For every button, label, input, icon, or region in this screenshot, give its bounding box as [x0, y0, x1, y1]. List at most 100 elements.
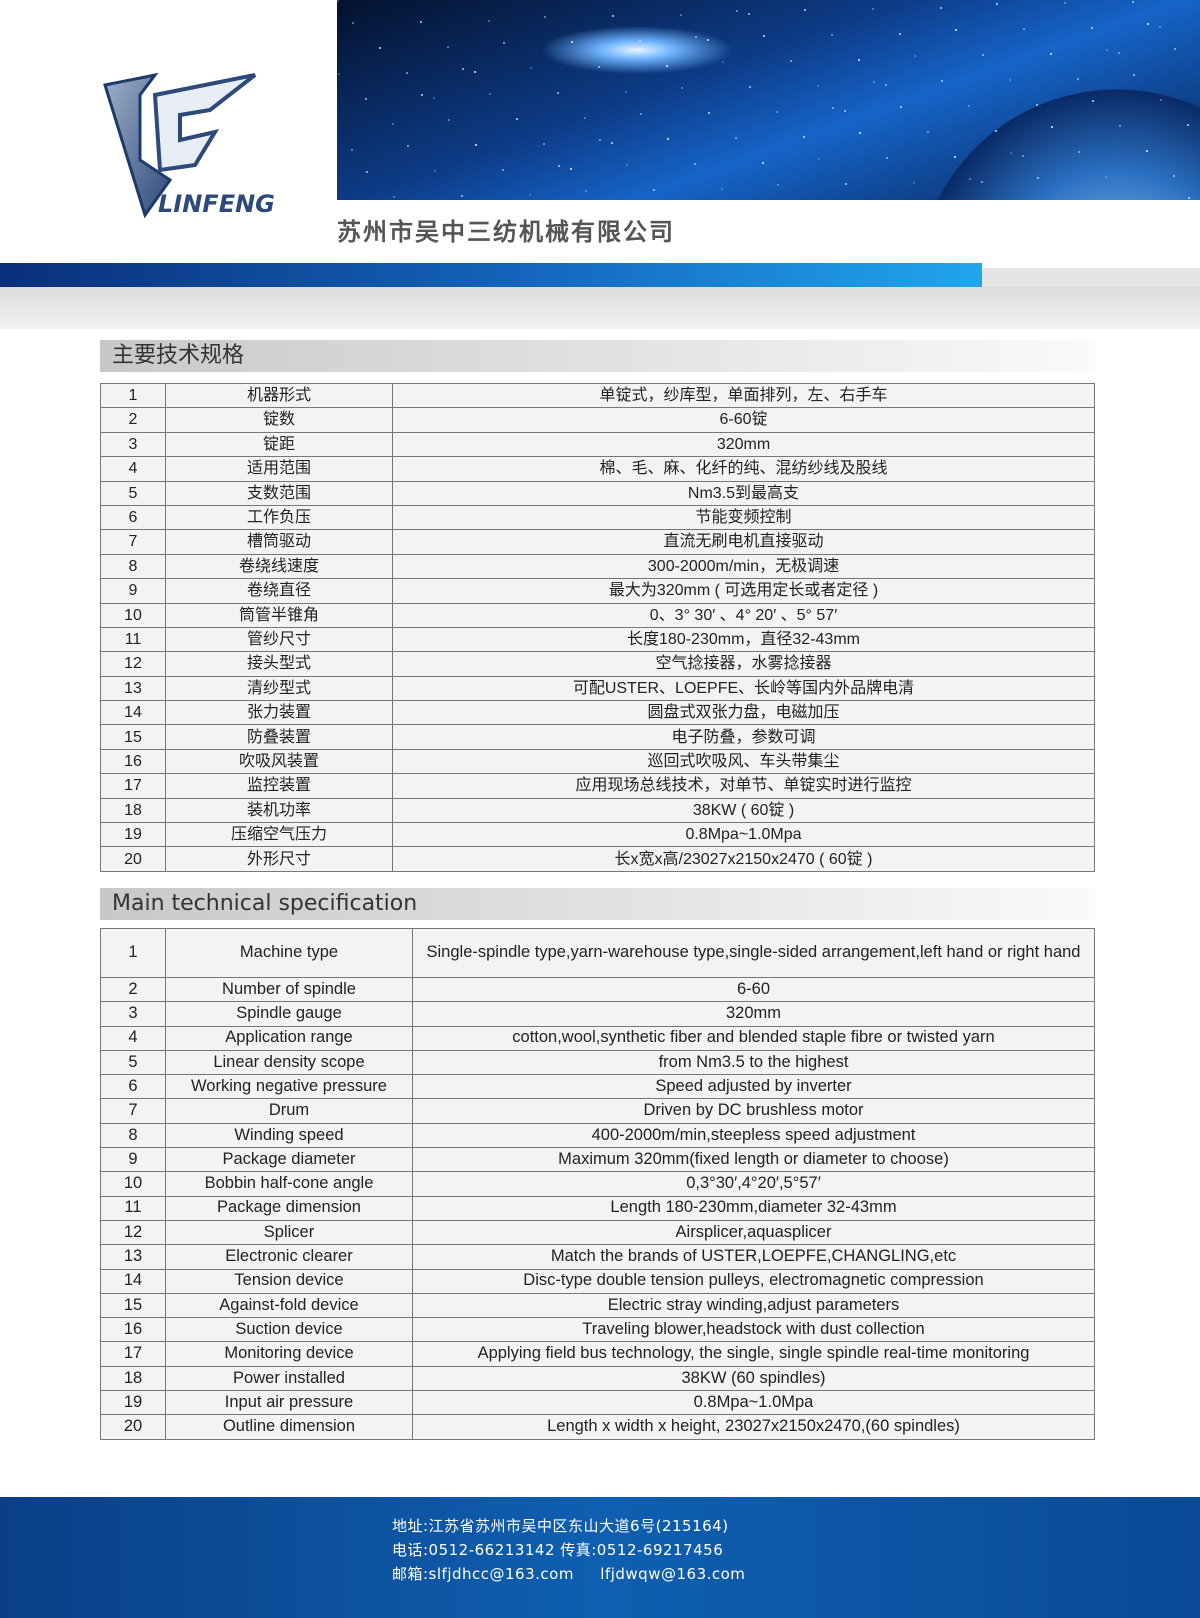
table-row: 3 Spindle gauge 320mm [100, 1001, 1095, 1027]
star [1023, 28, 1025, 30]
row-number: 4 [100, 1025, 166, 1051]
star [393, 196, 395, 198]
row-number: 18 [100, 797, 166, 824]
star [969, 178, 971, 180]
table-row: 17 监控装置 应用现场总线技术，对单节、单锭实时进行监控 [100, 773, 1095, 799]
row-number: 2 [100, 407, 166, 433]
star [1009, 79, 1011, 81]
star [639, 40, 641, 42]
spec-value: 38KW ( 60锭 ) [392, 797, 1095, 824]
star [420, 21, 422, 23]
star [1159, 26, 1161, 28]
table-row: 18 装机功率 38KW ( 60锭 ) [100, 797, 1095, 824]
row-number: 14 [100, 700, 166, 726]
table-row: 10 筒管半锥角 0、3° 30′ 、4° 20′ 、5° 57′ [100, 602, 1095, 628]
footer-phone-fax: 电话:0512-66213142 传真:0512-69217456 [392, 1541, 724, 1559]
spec-name: Outline dimension [165, 1414, 413, 1440]
star [379, 47, 381, 49]
star [558, 165, 560, 167]
table-row: 11 Package dimension Length 180-230mm,diam… [100, 1195, 1095, 1221]
star [1146, 150, 1148, 152]
spec-name: Power installed [165, 1365, 413, 1392]
table-row: 2 锭数 6-60锭 [100, 407, 1095, 433]
spec-name: 支数范围 [165, 480, 393, 506]
star [899, 33, 901, 35]
spec-name: 管纱尺寸 [165, 626, 393, 653]
spec-value: Maximum 320mm(fixed length or diameter t… [412, 1147, 1095, 1173]
spec-value: 0、3° 30′ 、4° 20′ 、5° 57′ [392, 602, 1095, 628]
star [611, 142, 613, 144]
star [940, 7, 942, 9]
table-row: 9 卷绕直径 最大为320mm ( 可选用定长或者定径 ) [100, 578, 1095, 604]
spec-value: 最大为320mm ( 可选用定长或者定径 ) [392, 578, 1095, 604]
table-row: 20 外形尺寸 长x宽x高/23027x2150x2470 ( 60锭 ) [100, 846, 1095, 872]
table-row: 7 槽筒驱动 直流无刷电机直接驱动 [100, 529, 1095, 555]
star [448, 119, 450, 121]
spec-name: Splicer [165, 1219, 413, 1246]
table-row: 13 清纱型式 可配USTER、LOEPFE、长岭等国内外品牌电清 [100, 675, 1095, 702]
star [392, 123, 394, 125]
star [927, 131, 929, 133]
star [818, 158, 820, 160]
row-number: 9 [100, 578, 166, 604]
spec-value: Electric stray winding,adjust parameters [412, 1292, 1095, 1319]
star [681, 87, 683, 89]
row-number: 19 [100, 822, 166, 848]
star [1147, 23, 1149, 25]
row-number: 15 [100, 1292, 166, 1319]
en-spec-table: 1 Machine type Single-spindle type,yarn-wa… [100, 928, 1095, 1440]
row-number: 20 [100, 1414, 166, 1440]
star [503, 42, 505, 44]
spec-name: 筒管半锥角 [165, 602, 393, 628]
star [462, 68, 464, 70]
spec-value: 长度180-230mm，直径32-43mm [392, 626, 1095, 653]
spec-name: Bobbin half-cone angle [165, 1171, 413, 1197]
star [1133, 74, 1135, 76]
star [421, 94, 423, 96]
star [955, 29, 957, 31]
star [776, 111, 778, 113]
header-space-image [337, 0, 1200, 200]
star [900, 106, 902, 108]
spec-value: 320mm [392, 431, 1095, 458]
row-number: 3 [100, 431, 166, 458]
table-row: 13 Electronic clearer Match the brands of … [100, 1244, 1095, 1270]
star [749, 86, 751, 88]
star [626, 164, 628, 166]
row-number: 1 [100, 382, 166, 409]
star [694, 163, 696, 165]
row-number: 11 [100, 1195, 166, 1221]
star [995, 130, 997, 132]
row-number: 3 [100, 1001, 166, 1027]
table-row: 14 张力装置 圆盘式双张力盘，电磁加压 [100, 700, 1095, 726]
row-number: 17 [100, 1341, 166, 1367]
table-row: 9 Package diameter Maximum 320mm(fixed len… [100, 1147, 1095, 1173]
company-name: 苏州市吴中三纺机械有限公司 [337, 218, 675, 246]
spec-name: 外形尺寸 [165, 846, 393, 872]
spec-value: 38KW (60 spindles) [412, 1365, 1095, 1392]
row-number: 16 [100, 748, 166, 775]
row-number: 12 [100, 1219, 166, 1246]
star [845, 183, 847, 185]
star [748, 13, 750, 15]
star [886, 157, 888, 159]
star [873, 81, 875, 83]
table-row: 19 压缩空气压力 0.8Mpa~1.0Mpa [100, 822, 1095, 848]
star [667, 138, 669, 140]
row-number: 4 [100, 456, 166, 482]
spec-value: 单锭式，纱库型，单面排列，左、右手车 [392, 382, 1095, 409]
spec-name: Linear density scope [165, 1049, 413, 1076]
spec-value: Driven by DC brushless motor [412, 1098, 1095, 1124]
star [571, 41, 573, 43]
spec-value: 电子防叠，参数可调 [392, 724, 1095, 750]
cn-spec-table: 1 机器形式 单锭式，纱库型，单面排列，左、右手车 2 锭数 6-60锭 3 锭距 320mm 4… [100, 382, 1095, 872]
spec-value: 可配USTER、LOEPFE、长岭等国内外品牌电清 [392, 675, 1095, 702]
star [859, 132, 861, 134]
row-number: 8 [100, 1122, 166, 1149]
star [544, 16, 546, 18]
star [913, 182, 915, 184]
star [1050, 53, 1052, 55]
row-number: 15 [100, 724, 166, 750]
table-row: 20 Outline dimension Length x width x heig… [100, 1414, 1095, 1440]
spec-name: 清纱型式 [165, 675, 393, 702]
